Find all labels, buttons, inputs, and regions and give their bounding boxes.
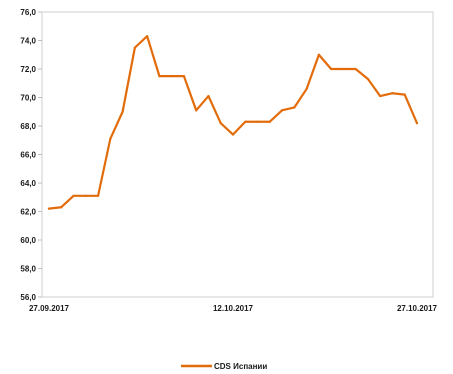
- data-point: [403, 93, 406, 96]
- data-point: [109, 137, 112, 140]
- data-point: [121, 110, 124, 113]
- legend: CDS Испании: [181, 362, 267, 371]
- y-tick-label: 66,0: [20, 151, 36, 160]
- data-point: [305, 87, 308, 91]
- data-point: [207, 94, 210, 98]
- data-point: [47, 207, 51, 210]
- plot-area: [41, 11, 434, 298]
- data-point: [170, 75, 173, 78]
- data-point: [256, 120, 259, 123]
- y-tick-label: 60,0: [20, 236, 36, 245]
- data-point: [330, 67, 333, 71]
- data-point: [244, 120, 247, 123]
- data-point: [342, 67, 345, 71]
- y-tick-label: 68,0: [20, 122, 36, 131]
- x-tick-label: 27.10.2017: [397, 304, 438, 313]
- data-point: [379, 94, 382, 98]
- y-tick-label: 72,0: [20, 65, 36, 74]
- data-point: [96, 194, 100, 197]
- data-point: [415, 122, 419, 125]
- y-tick-label: 58,0: [20, 265, 36, 274]
- data-point: [60, 206, 63, 209]
- data-point: [366, 77, 370, 81]
- data-point: [219, 122, 222, 125]
- y-tick-label: 56,0: [20, 293, 36, 302]
- y-tick-label: 62,0: [20, 208, 36, 217]
- data-point: [280, 109, 284, 112]
- data-point: [72, 194, 75, 197]
- y-tick-label: 64,0: [20, 179, 36, 188]
- data-point: [146, 35, 149, 38]
- data-point: [195, 109, 198, 112]
- series-layer: [47, 35, 419, 210]
- data-point: [317, 53, 320, 56]
- data-point: [84, 194, 87, 197]
- y-axis: 56,0 58,0 60,0 62,0 64,0 66,0 68,0 70,0 72,0 74,0…: [20, 8, 42, 302]
- data-point: [182, 75, 186, 78]
- legend-label-cds-spain: CDS Испании: [214, 362, 267, 371]
- y-tick-label: 70,0: [20, 94, 36, 103]
- data-point: [158, 75, 161, 78]
- data-point: [231, 133, 235, 136]
- x-tick-label: 27.09.2017: [29, 304, 70, 313]
- y-tick-label: 76,0: [20, 8, 36, 17]
- data-point: [293, 106, 296, 109]
- data-point: [133, 46, 136, 49]
- data-point: [391, 92, 394, 95]
- data-point: [268, 120, 271, 123]
- x-tick-label: 12.10.2017: [213, 304, 254, 313]
- x-axis: 27.09.2017 12.10.2017 27.10.2017: [29, 304, 438, 313]
- data-point: [354, 67, 357, 71]
- y-tick-label: 74,0: [20, 37, 36, 46]
